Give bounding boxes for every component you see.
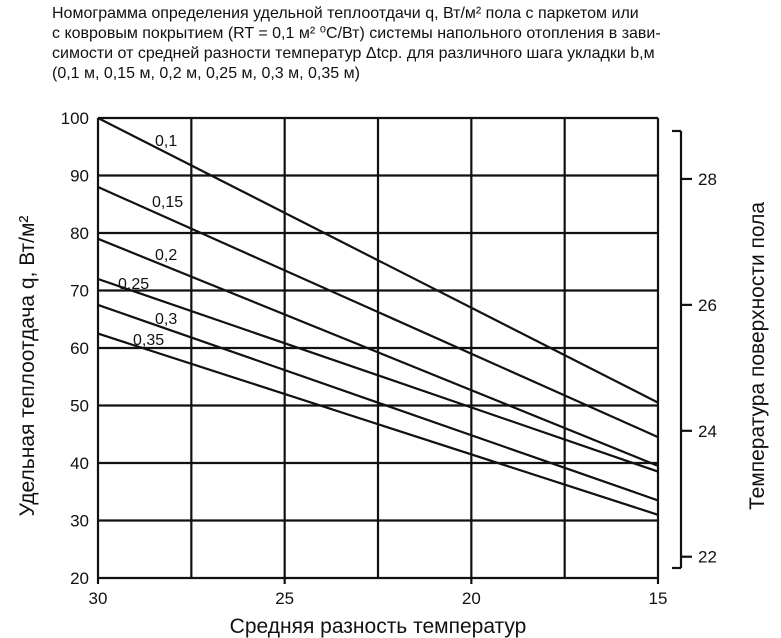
y-tick-label-3: 50 [70,397,89,416]
series-line-0 [97,117,659,404]
x-tick-label-2: 20 [462,589,481,608]
series-label-4: 0,3 [155,311,177,328]
y-tick-label-2: 40 [70,454,89,473]
series-line-1 [97,185,659,439]
y-axis-title: Удельная теплоотдача q, Вт/м² [16,216,39,517]
series-line-3 [97,277,659,473]
series-label-5: 0,35 [133,332,164,349]
y-tick-label-6: 80 [70,224,89,243]
y2-axis-title: Температура поверхности пола [746,202,769,510]
series-lines [97,117,659,516]
y2-tick-label-3: 28 [698,170,717,189]
x-tick-label-0: 30 [89,589,108,608]
chart-caption: Номограмма определения удельной теплоотд… [52,4,772,84]
series-label-2: 0,2 [155,247,177,264]
y-tick-label-1: 30 [70,512,89,531]
caption-line-1: Номограмма определения удельной теплоотд… [52,5,639,22]
series-line-2 [97,237,659,467]
secondary-axis: 22 24 26 28 [672,129,717,570]
series-line-4 [97,303,659,502]
caption-line-4: (0,1 м, 0,15 м, 0,2 м, 0,25 м, 0,3 м, 0,… [52,65,360,82]
y-tick-label-8: 100 [61,109,89,128]
caption-line-2: с ковровым покрытием (RT = 0,1 м² ⁰С/Вт)… [52,25,661,42]
x-tick-label-3: 15 [649,589,668,608]
y-tick-label-0: 20 [70,569,89,588]
y2-tick-label-0: 22 [698,548,717,567]
series-labels: 0,1 0,15 0,2 0,25 0,3 0,35 [118,133,183,349]
y-tick-label-7: 90 [70,167,89,186]
x-tick-label-1: 25 [275,589,294,608]
series-label-3: 0,25 [118,276,149,293]
series-line-5 [97,332,659,516]
y2-tick-label-1: 24 [698,422,717,441]
x-axis-title: Средняя разность температур [230,615,527,638]
series-label-1: 0,15 [152,194,183,211]
grid [96,116,660,584]
series-label-0: 0,1 [155,133,177,150]
y-tick-label-5: 70 [70,282,89,301]
caption-line-3: симости от средней разности температур Δ… [52,45,655,62]
y2-tick-label-2: 26 [698,296,717,315]
y-tick-label-4: 60 [70,339,89,358]
